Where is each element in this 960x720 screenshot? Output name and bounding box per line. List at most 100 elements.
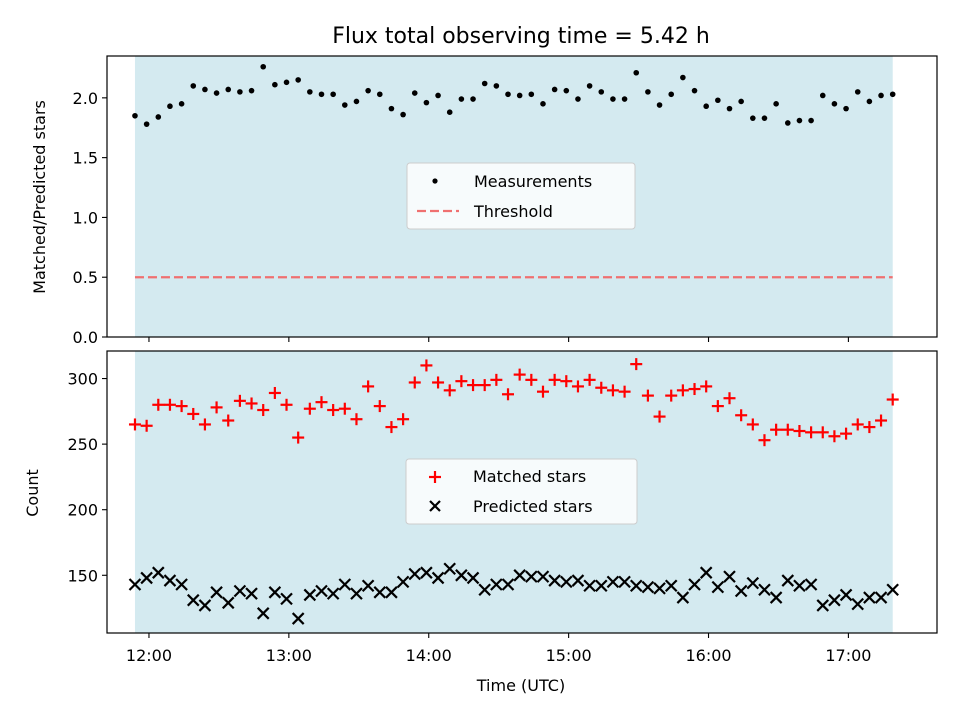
matched-star-point [688, 383, 701, 396]
measurement-point [633, 69, 640, 76]
matched-star-point [455, 375, 468, 388]
matched-star-point [432, 376, 445, 389]
predicted-star-point [513, 569, 526, 582]
predicted-star-point [268, 586, 282, 599]
legend-matched-marker [429, 471, 441, 483]
measurement-point [586, 83, 593, 89]
measurement-point [155, 114, 162, 120]
matched-star-point [781, 423, 794, 436]
predicted-star-point [653, 582, 666, 595]
predicted-star-point [664, 579, 678, 593]
legend-predicted-marker [429, 500, 441, 512]
measurement-point [680, 74, 686, 81]
measurement-point [575, 96, 581, 102]
matched-star-point [268, 386, 281, 399]
y-tick-label: 0.5 [73, 268, 98, 287]
predicted-star-point [256, 607, 270, 620]
predicted-star-point [466, 571, 480, 585]
matched-star-point [233, 394, 246, 407]
predicted-star-point [490, 578, 503, 591]
predicted-star-point [851, 597, 865, 611]
predicted-star-point [221, 596, 235, 610]
measurement-point [411, 90, 418, 96]
predicted-star-point [723, 570, 736, 583]
matched-star-point [560, 375, 573, 388]
matched-star-point [886, 393, 899, 406]
predicted-star-point [711, 580, 725, 594]
matched-star-point [152, 398, 165, 411]
legend-threshold-label: Threshold [473, 202, 553, 221]
predicted-star-point [606, 575, 620, 589]
matched-star-point [467, 379, 480, 392]
predicted-star-point [175, 578, 188, 591]
measurement-point [621, 96, 628, 102]
matched-star-point [816, 426, 829, 439]
count-y-axis-label: Count [23, 469, 42, 517]
matched-star-point [478, 379, 491, 392]
measurement-point [703, 103, 709, 110]
measurement-points [132, 63, 896, 127]
measurement-point [808, 117, 814, 124]
predicted-star-point [315, 584, 328, 598]
x-tick-label: 14:00 [406, 646, 452, 665]
ratio-legend: Measurements Threshold [406, 162, 636, 230]
matched-star-point [327, 404, 340, 417]
predicted-star-point [758, 583, 771, 596]
matched-star-point [408, 376, 421, 389]
measurement-point [225, 86, 232, 93]
predicted-star-point [594, 579, 608, 593]
legend-measurement-marker [432, 178, 438, 184]
matched-star-point [350, 413, 363, 426]
matched-star-point [606, 384, 619, 397]
legend-matched-label: Matched stars [473, 467, 586, 486]
predicted-star-point [734, 584, 748, 598]
measurement-point [750, 115, 756, 121]
predicted-star-points [128, 562, 899, 625]
ratio-x-ticks [148, 337, 849, 342]
matched-star-point [303, 402, 316, 415]
x-tick-label: 15:00 [546, 646, 592, 665]
predicted-star-point [163, 574, 177, 587]
measurement-point [470, 96, 476, 102]
legend-measurements-label: Measurements [474, 172, 592, 191]
matched-star-point [525, 373, 538, 386]
matched-star-point [420, 359, 433, 372]
matched-star-point [292, 431, 305, 444]
count-axes-frame [106, 350, 938, 634]
predicted-star-point [676, 591, 690, 604]
predicted-star-point [828, 593, 841, 607]
matched-star-point [443, 384, 456, 397]
predicted-star-point [804, 578, 818, 591]
predicted-star-point [140, 571, 153, 585]
matched-star-point [490, 373, 503, 386]
matched-star-point [257, 404, 270, 417]
predicted-star-point [420, 566, 433, 579]
measurement-point [656, 102, 663, 108]
measurement-point [400, 111, 406, 118]
measurement-point [178, 101, 185, 107]
measurement-point [318, 91, 325, 98]
measurement-point [202, 86, 208, 93]
matched-star-point [851, 418, 864, 431]
measurement-point [761, 115, 768, 121]
x-tick-label: 17:00 [825, 646, 871, 665]
predicted-star-point [629, 579, 643, 593]
count-legend: Matched stars Predicted stars [405, 458, 638, 525]
predicted-star-point [548, 574, 561, 587]
x-tick-label: 13:00 [266, 646, 312, 665]
measurement-point [831, 101, 838, 107]
matched-star-point [245, 397, 258, 410]
predicted-star-point [280, 592, 293, 606]
measurement-point [283, 79, 290, 86]
predicted-star-point [186, 593, 200, 607]
predicted-star-point [863, 591, 876, 604]
predicted-star-point [874, 591, 888, 604]
predicted-star-point [210, 586, 223, 599]
y-tick-label: 1.0 [73, 208, 98, 227]
y-tick-label: 0.0 [73, 328, 98, 347]
predicted-star-point [373, 586, 387, 599]
predicted-star-point [839, 588, 853, 602]
measurement-point [237, 89, 243, 95]
predicted-star-point [769, 591, 783, 604]
